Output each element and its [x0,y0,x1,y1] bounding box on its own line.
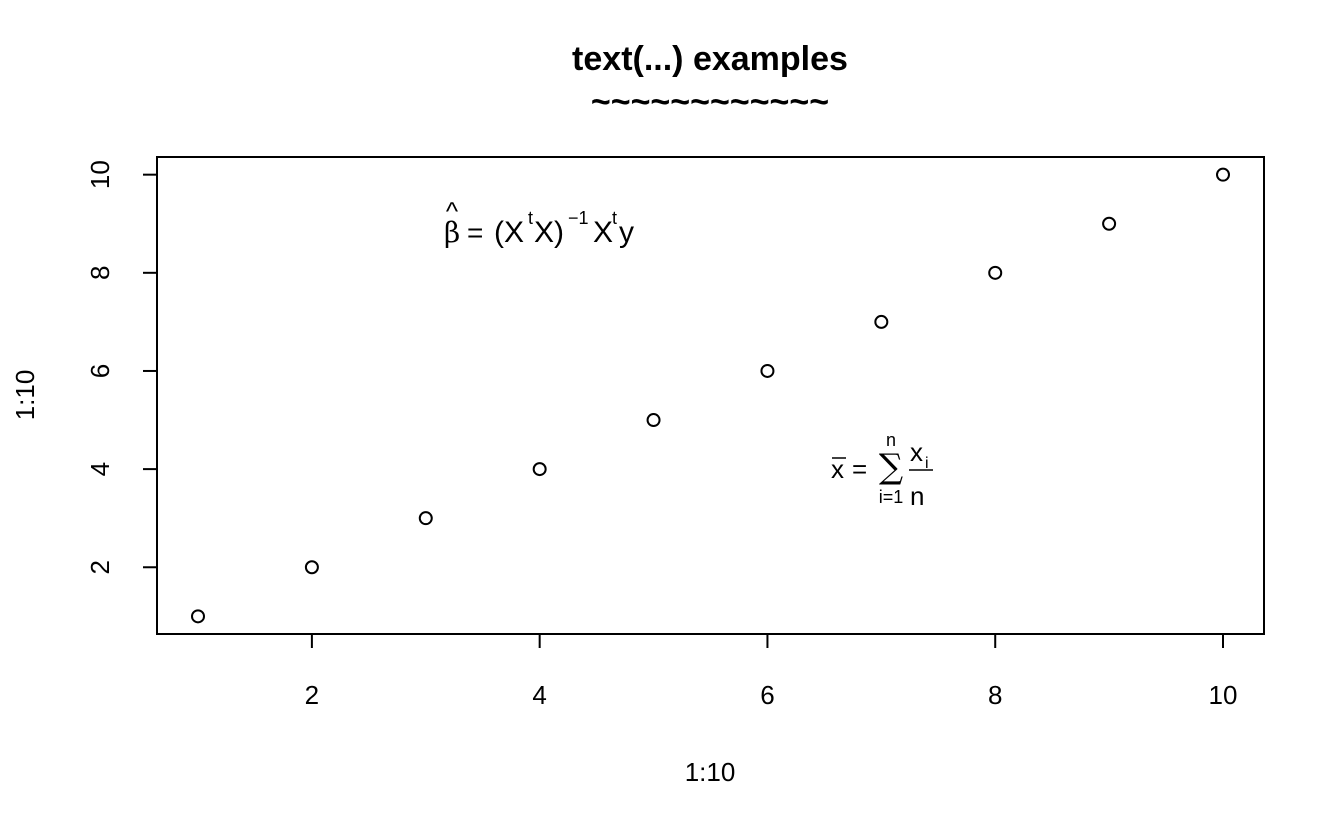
inverse-sup: −1 [568,208,589,228]
data-point [418,511,433,526]
beta-symbol: β [444,216,460,249]
y-axis-label: 1:10 [10,370,40,421]
x-tick-label: 2 [305,680,319,710]
xbar-formula: x = n ∑ i=1 x i n [831,430,933,511]
x-axis: 2 4 6 8 10 [305,634,1238,710]
transpose-sup-2: t [612,208,617,228]
y-tick-label: 4 [85,462,115,476]
y-tick-label: 2 [85,560,115,574]
beta-hat-caret: ^ [446,196,459,226]
chart-subtitle: ~~~~~~~~~~~~ [591,83,829,121]
plot-frame [156,156,1265,635]
y-axis: 2 4 6 8 10 [85,160,157,574]
data-point [646,413,661,428]
x-close-paren: X) [534,216,564,249]
beta-hat-formula: ^ β = (X t X) −1 X t y [444,196,634,249]
data-point [191,609,205,624]
data-point [988,265,1003,280]
data-point [1102,216,1117,231]
open-paren-x: (X [494,216,524,249]
x-tick-label: 10 [1209,680,1238,710]
sigma-symbol: ∑ [879,447,903,487]
transpose-sup-1: t [528,208,533,228]
data-point [874,314,889,329]
fraction-numerator: x [910,437,923,467]
data-point [1216,167,1230,182]
data-point [760,363,775,378]
fraction-denominator: n [910,481,924,511]
x-matrix: X [593,216,613,249]
x-tick-label: 8 [988,680,1002,710]
y-tick-label: 10 [85,160,115,189]
y-tick-label: 6 [85,364,115,378]
fraction-numerator-sub: i [925,455,929,472]
chart-title: text(...) examples [572,40,848,78]
xbar-symbol: x [831,454,844,484]
data-point [304,560,319,575]
sum-lower-limit: i=1 [879,487,904,507]
x-axis-label: 1:10 [685,757,736,787]
data-point [532,462,547,477]
x-tick-label: 6 [760,680,774,710]
data-points [191,167,1230,624]
equals-sign: = [467,217,483,248]
y-tick-label: 8 [85,266,115,280]
sum-upper-limit: n [886,430,896,450]
equals-sign: = [852,454,867,484]
y-vector: y [619,216,634,249]
x-tick-label: 4 [532,680,546,710]
